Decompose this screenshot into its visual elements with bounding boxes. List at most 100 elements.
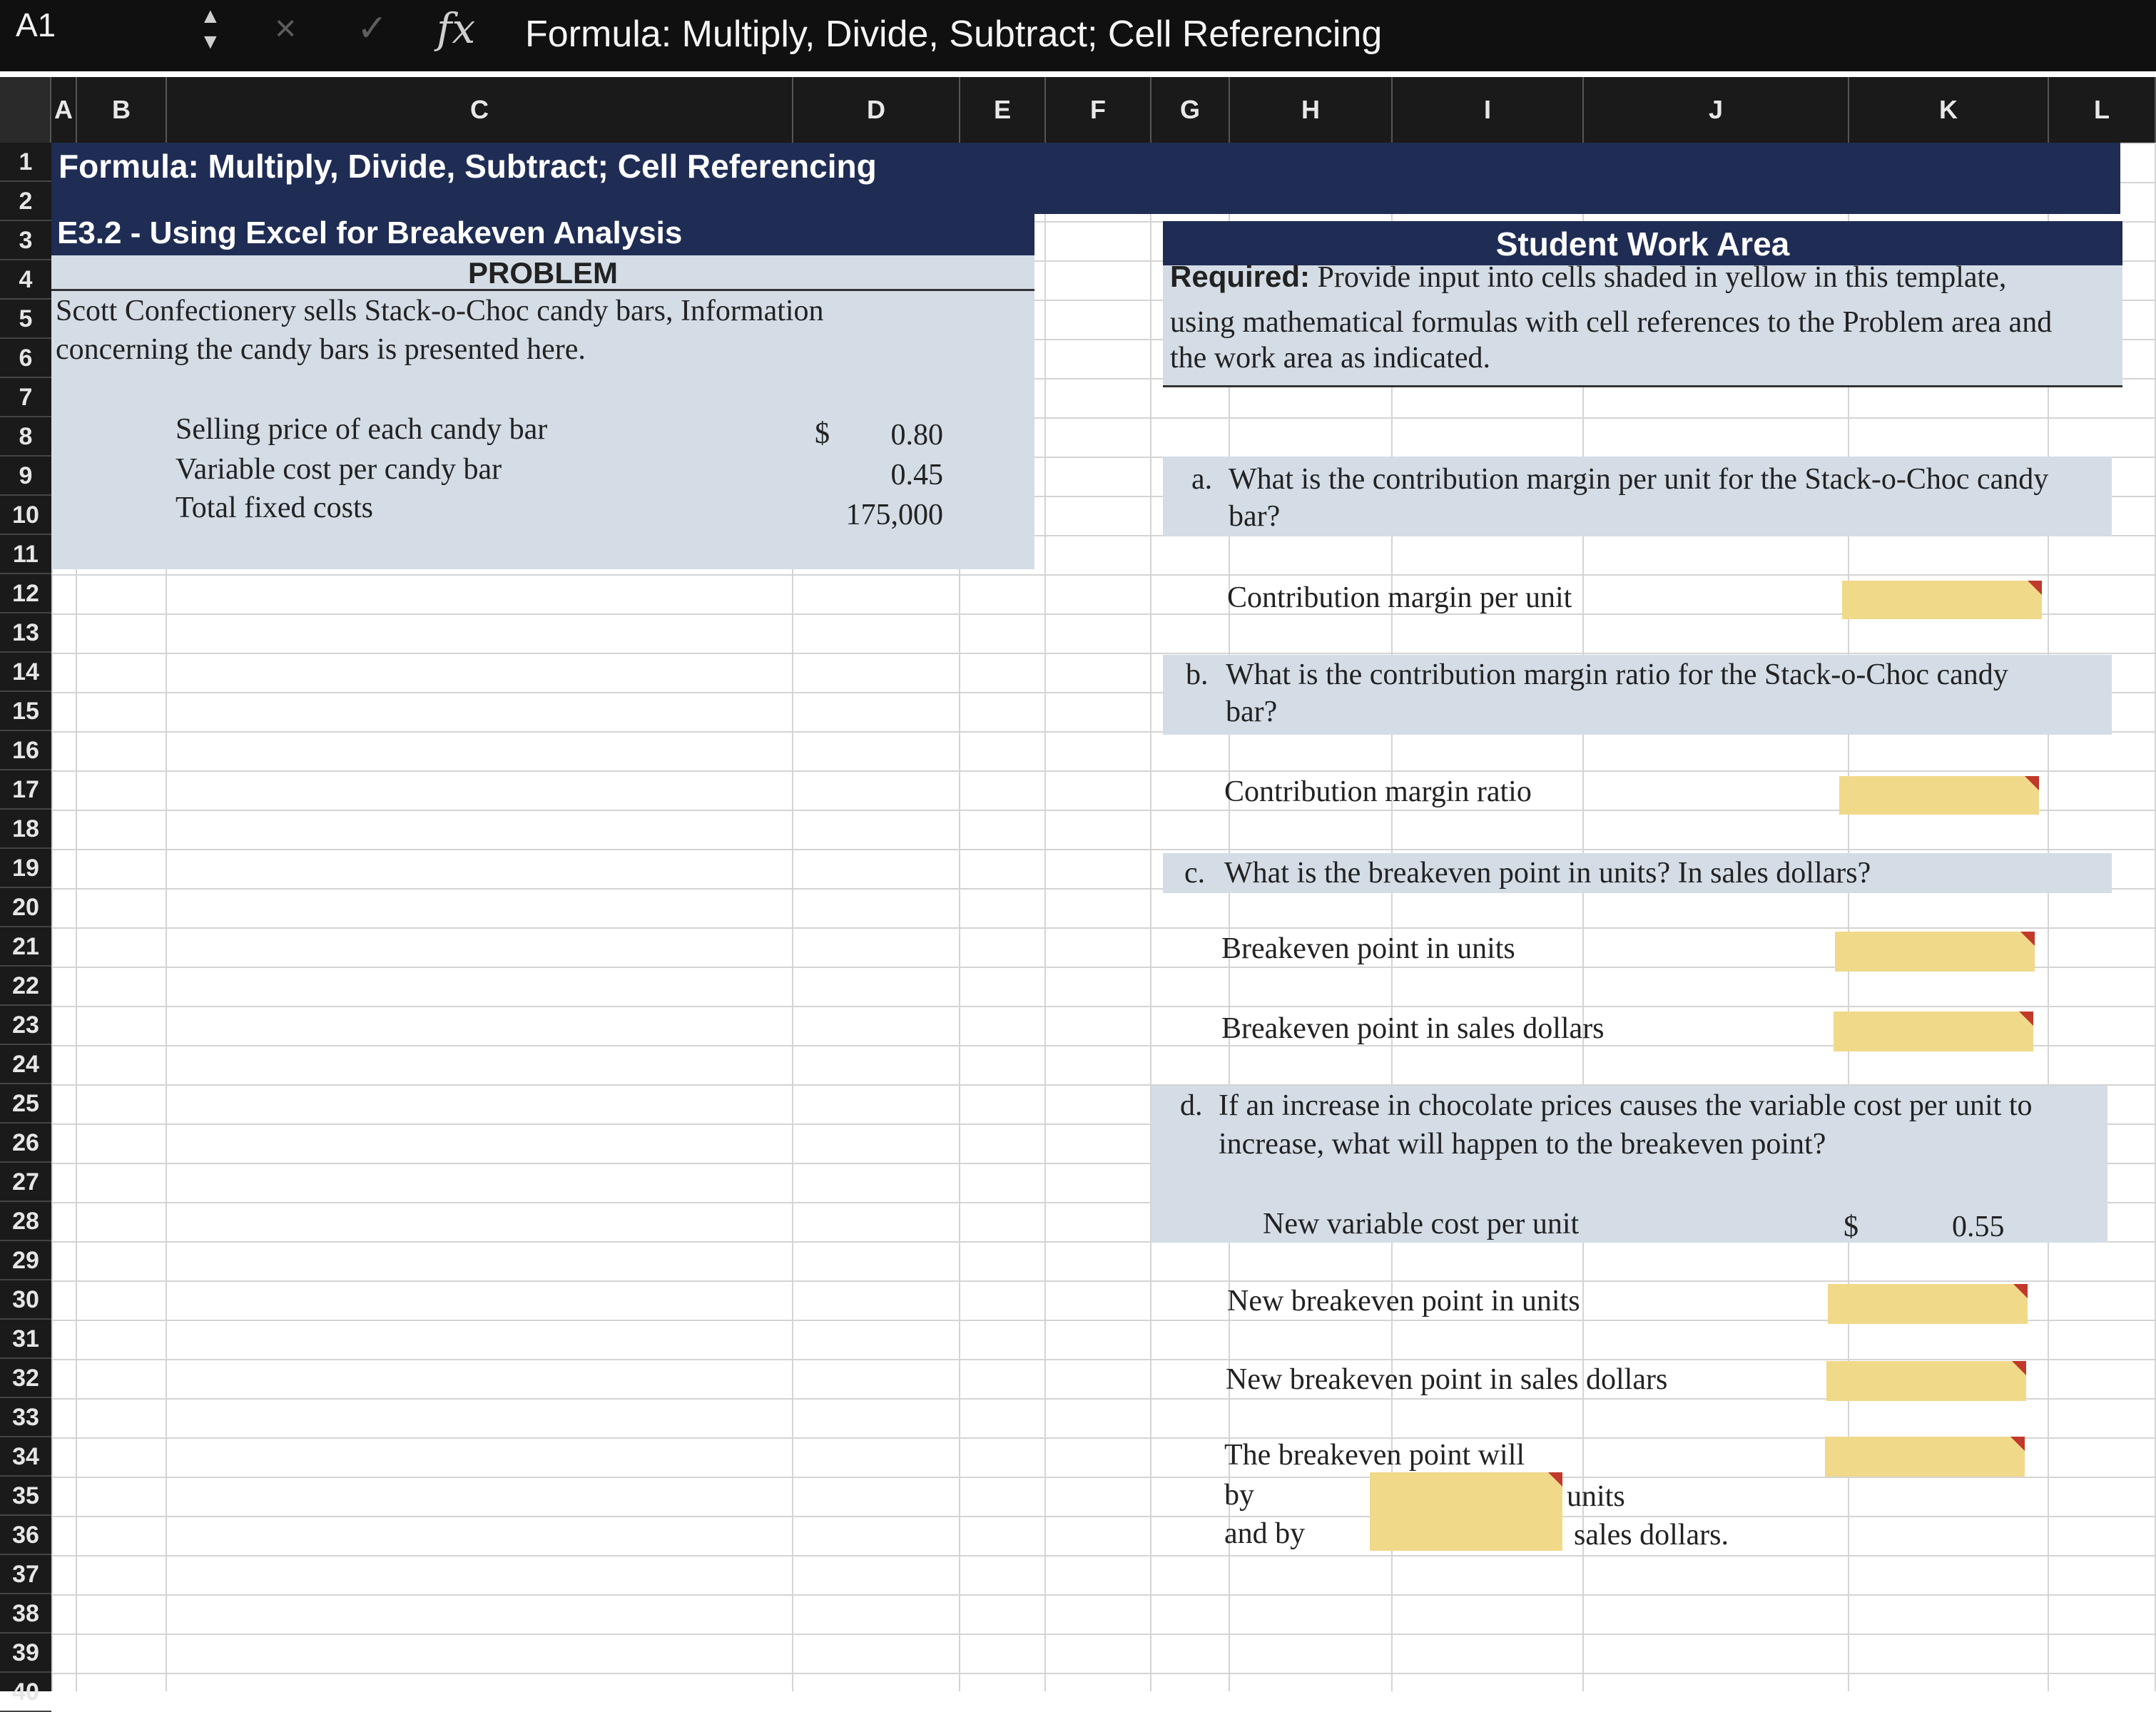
formula-bar: A1 ▲ ▼ × ✓ fx Formula: Multiply, Divide,… [0, 0, 2156, 71]
item-value-variable-cost[interactable]: 0.45 [890, 459, 944, 491]
name-box[interactable]: A1 [16, 6, 56, 44]
input-breakeven-direction[interactable] [1825, 1437, 2025, 1477]
row-header-5[interactable]: 5 [0, 300, 51, 339]
question-d-line-1: If an increase in chocolate prices cause… [1219, 1089, 2033, 1122]
row-header-40[interactable]: 40 [0, 1673, 51, 1712]
row-header-26[interactable]: 26 [0, 1124, 51, 1163]
column-header-f[interactable]: F [1046, 77, 1151, 143]
row-header-8[interactable]: 8 [0, 417, 51, 457]
row-header-17[interactable]: 17 [0, 770, 51, 810]
row-header-35[interactable]: 35 [0, 1477, 51, 1516]
row-header-10[interactable]: 10 [0, 496, 51, 535]
row-header-3[interactable]: 3 [0, 221, 51, 260]
gridline [2048, 143, 2049, 1691]
formula-input[interactable]: Formula: Multiply, Divide, Subtract; Cel… [525, 14, 1383, 55]
answer-label-cm-ratio: Contribution margin ratio [1224, 775, 1532, 808]
column-header-g[interactable]: G [1151, 77, 1230, 143]
input-cm-ratio[interactable] [1839, 776, 2039, 815]
column-header-b[interactable]: B [77, 77, 167, 143]
row-header-19[interactable]: 19 [0, 849, 51, 888]
row-header-37[interactable]: 37 [0, 1555, 51, 1594]
row-header-28[interactable]: 28 [0, 1202, 51, 1241]
row-header-18[interactable]: 18 [0, 810, 51, 849]
row-header-30[interactable]: 30 [0, 1280, 51, 1320]
row-header-bar: 1 2 3 4 5 6 7 8 9 10 11 12 13 14 15 16 17 18 19 20 21 22 23 24 2… [0, 143, 51, 1712]
row-header-14[interactable]: 14 [0, 653, 51, 692]
enter-check-icon[interactable]: ✓ [357, 8, 388, 49]
cancel-icon[interactable]: × [275, 8, 297, 49]
column-header-i[interactable]: I [1393, 77, 1584, 143]
row-header-25[interactable]: 25 [0, 1084, 51, 1124]
required-line-3: the work area as indicated. [1170, 342, 1490, 374]
required-line-1: Required: Provide input into cells shade… [1170, 260, 2006, 295]
sheet-title: Formula: Multiply, Divide, Subtract; Cel… [59, 148, 877, 185]
row-header-7[interactable]: 7 [0, 378, 51, 417]
row-header-20[interactable]: 20 [0, 888, 51, 927]
row-header-29[interactable]: 29 [0, 1241, 51, 1280]
column-header-l[interactable]: L [2049, 77, 2156, 143]
new-be-units-label: New breakeven point in units [1227, 1285, 1580, 1318]
row-header-36[interactable]: 36 [0, 1516, 51, 1555]
row-header-12[interactable]: 12 [0, 574, 51, 613]
row-header-13[interactable]: 13 [0, 613, 51, 653]
problem-panel [51, 255, 1034, 569]
column-header-e[interactable]: E [960, 77, 1046, 143]
row-header-1[interactable]: 1 [0, 143, 51, 182]
column-header-k[interactable]: K [1849, 77, 2049, 143]
work-area-header[interactable]: Student Work Area [1163, 221, 2122, 265]
row-header-23[interactable]: 23 [0, 1006, 51, 1045]
new-variable-cost-value[interactable]: 0.55 [1952, 1211, 2005, 1243]
row-header-31[interactable]: 31 [0, 1320, 51, 1359]
gridline [166, 143, 167, 1691]
column-header-h[interactable]: H [1230, 77, 1393, 143]
gridline [1044, 143, 1046, 1691]
row-header-24[interactable]: 24 [0, 1045, 51, 1084]
answer-label-be-units: Breakeven point in units [1221, 932, 1515, 965]
column-header-a[interactable]: A [51, 77, 77, 143]
input-new-be-units[interactable] [1828, 1284, 2028, 1324]
row-header-22[interactable]: 22 [0, 967, 51, 1006]
arrow-up-icon[interactable]: ▲ [200, 4, 221, 28]
input-cm-per-unit[interactable] [1842, 581, 2042, 619]
question-b-letter: b. [1186, 658, 1209, 691]
exercise-title: E3.2 - Using Excel for Breakeven Analysi… [57, 215, 683, 250]
row-header-21[interactable]: 21 [0, 927, 51, 967]
row-header-39[interactable]: 39 [0, 1634, 51, 1673]
breakeven-will-label: The breakeven point will [1224, 1439, 1525, 1472]
question-a-line-2: bar? [1229, 500, 1281, 533]
row-header-16[interactable]: 16 [0, 731, 51, 770]
question-b-line-2: bar? [1226, 696, 1278, 728]
input-new-be-dollars[interactable] [1826, 1361, 2026, 1401]
column-header-c[interactable]: C [167, 77, 793, 143]
row-header-2[interactable]: 2 [0, 182, 51, 221]
question-c-letter: c. [1184, 857, 1206, 890]
item-value-price[interactable]: 0.80 [890, 419, 944, 452]
row-header-15[interactable]: 15 [0, 692, 51, 731]
exercise-heading[interactable]: E3.2 - Using Excel for Breakeven Analysi… [51, 214, 1034, 255]
row-header-9[interactable]: 9 [0, 457, 51, 496]
row-header-33[interactable]: 33 [0, 1398, 51, 1437]
arrow-down-icon[interactable]: ▼ [200, 30, 221, 54]
item-value-fixed-costs[interactable]: 175,000 [845, 499, 944, 531]
column-header-d[interactable]: D [793, 77, 960, 143]
sheet-title-bar[interactable]: Formula: Multiply, Divide, Subtract; Cel… [51, 143, 2120, 185]
function-icon[interactable]: fx [437, 4, 476, 53]
input-be-units[interactable] [1835, 932, 2035, 972]
row-header-27[interactable]: 27 [0, 1163, 51, 1202]
row-header-11[interactable]: 11 [0, 535, 51, 574]
gridline [2155, 143, 2156, 1691]
input-change-amounts[interactable] [1370, 1472, 1562, 1551]
question-d-panel [1151, 1086, 2107, 1243]
question-d-letter: d. [1180, 1089, 1203, 1122]
row-header-6[interactable]: 6 [0, 339, 51, 378]
select-all-corner[interactable] [0, 77, 51, 143]
input-be-dollars[interactable] [1834, 1012, 2033, 1051]
row-header-32[interactable]: 32 [0, 1359, 51, 1398]
column-header-j[interactable]: J [1584, 77, 1849, 143]
new-variable-cost-currency: $ [1844, 1211, 1858, 1243]
row-header-38[interactable]: 38 [0, 1594, 51, 1634]
answer-label-be-dollars: Breakeven point in sales dollars [1221, 1012, 1605, 1045]
row-header-4[interactable]: 4 [0, 260, 51, 300]
row-header-34[interactable]: 34 [0, 1437, 51, 1477]
